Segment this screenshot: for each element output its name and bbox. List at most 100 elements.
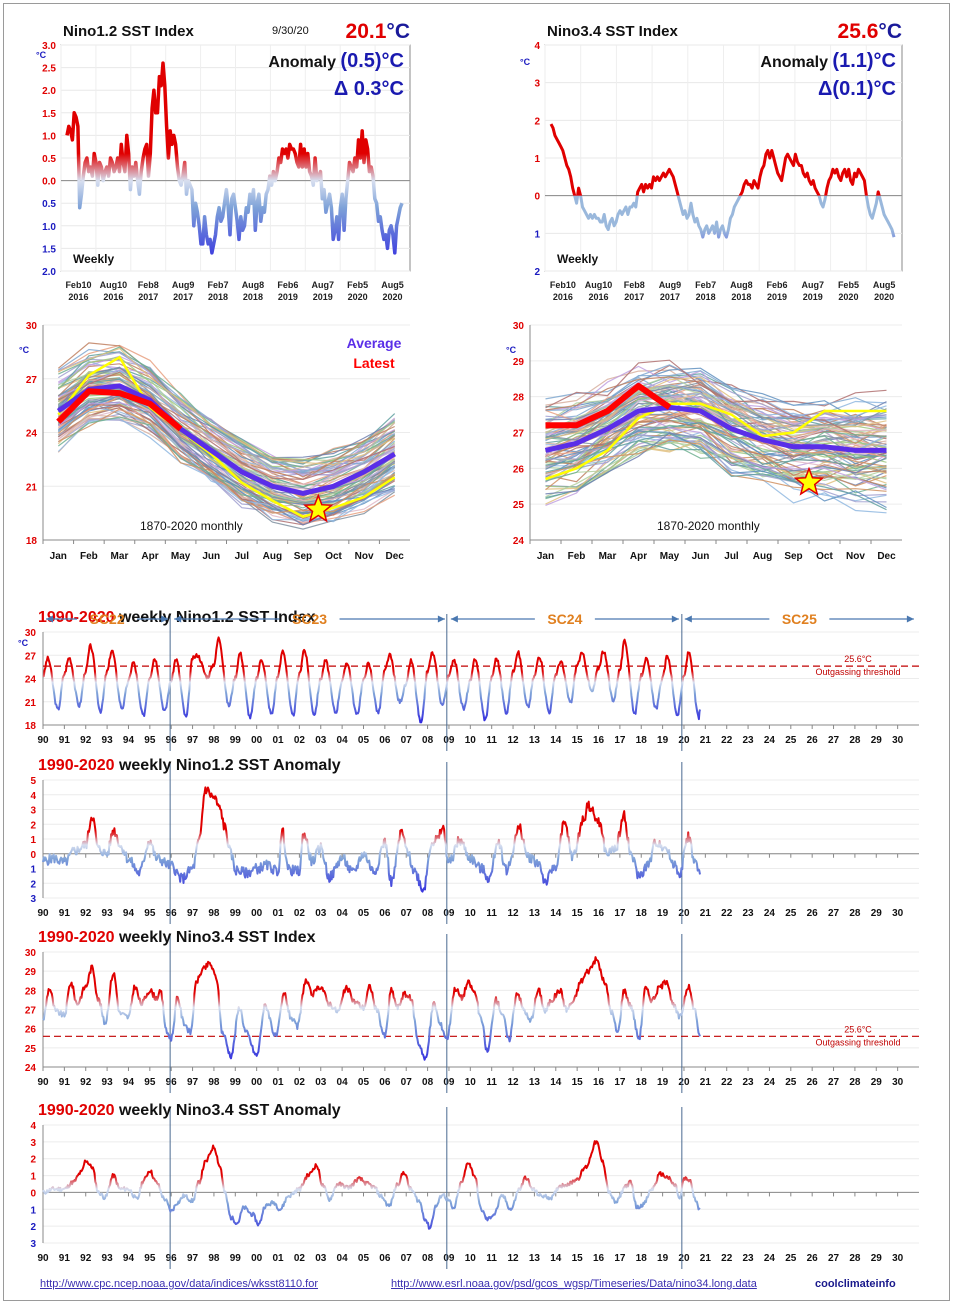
x-tick-label: 14 — [550, 908, 562, 919]
y-tick-label: 30 — [26, 321, 38, 332]
x-tick-label: 29 — [871, 1077, 883, 1088]
x-tick-label: Aug10 — [100, 280, 128, 290]
y-tick-label: 3.0 — [42, 41, 56, 52]
y-tick-label: 30 — [513, 321, 525, 332]
x-tick-label: 94 — [123, 1253, 135, 1264]
y-tick-label: 3 — [30, 1239, 36, 1250]
y-tick-label: 1.5 — [42, 109, 56, 120]
threshold-label: 25.6°C — [844, 654, 872, 664]
x-tick-label: 90 — [37, 1077, 49, 1088]
x-tick-label: 05 — [358, 1077, 370, 1088]
y-tick-label: 21 — [25, 698, 37, 709]
x-tick-label: 92 — [80, 1253, 92, 1264]
y-tick-label: 1 — [534, 154, 540, 165]
chart-title: 1990-2020 weekly Nino1.2 SST Anomaly — [38, 757, 341, 774]
y-tick-label: 24 — [25, 1063, 37, 1074]
x-tick-label: Feb — [80, 551, 98, 562]
x-tick-label: 90 — [37, 735, 49, 746]
x-tick-label: 04 — [337, 1253, 349, 1264]
historical-year-line — [545, 376, 887, 426]
cycle-arrow-head — [671, 615, 679, 623]
y-tick-label: 3 — [534, 79, 540, 90]
noaa-esrl-link[interactable]: http://www.esrl.noaa.gov/psd/gcos_wgsp/T… — [391, 1278, 757, 1290]
unit-label: °C — [18, 638, 29, 648]
cycle-arrow-head — [161, 615, 169, 623]
y-tick-label: 1.5 — [42, 244, 56, 255]
chart-title: 1990-2020 weekly Nino3.4 SST Index — [38, 929, 316, 946]
x-tick-label: Aug9 — [659, 280, 682, 290]
x-tick-label: 11 — [486, 1077, 497, 1088]
y-tick-label: 2 — [30, 1222, 36, 1233]
y-tick-label: 3 — [30, 806, 36, 817]
brand-label: coolclimateinfo — [815, 1278, 896, 1290]
x-tick-label: Apr — [141, 551, 158, 562]
x-tick-label: 12 — [507, 1077, 519, 1088]
corner-label: Weekly — [73, 252, 114, 266]
x-tick-label: 97 — [187, 1077, 199, 1088]
historical-year-line — [57, 417, 396, 522]
historical-year-line — [545, 411, 887, 474]
x-tick-label: 00 — [251, 908, 263, 919]
nino34_monthly-group: 30 29 28 27 26 25 24 Jan Feb Mar Apr May Jun Jul Aug Se… — [506, 321, 902, 562]
x-tick-label: 97 — [187, 1253, 199, 1264]
x-tick-label: 11 — [486, 1253, 497, 1264]
y-tick-label: 28 — [25, 986, 37, 997]
x-tick-label: Aug — [263, 551, 282, 562]
historical-year-line — [545, 439, 887, 492]
x-tick-label: Nov — [846, 551, 865, 562]
y-tick-label: 0.0 — [42, 177, 56, 188]
x-tick-label: 05 — [358, 908, 370, 919]
x-tick-label: 2018 — [208, 292, 228, 302]
x-tick-label: 18 — [636, 908, 648, 919]
x-tick-label: Oct — [325, 551, 342, 562]
prior-year-line — [57, 355, 396, 519]
x-tick-label: 91 — [59, 908, 71, 919]
x-tick-label: 19 — [657, 1077, 669, 1088]
x-tick-label: Feb8 — [138, 280, 159, 290]
x-tick-label: 10 — [465, 908, 477, 919]
y-tick-label: 2.5 — [42, 64, 56, 75]
x-tick-label: 01 — [272, 735, 284, 746]
x-tick-label: 2018 — [243, 292, 263, 302]
noaa-cpc-link[interactable]: http://www.cpc.ncep.noaa.gov/data/indice… — [40, 1278, 319, 1290]
x-tick-label: 03 — [315, 735, 327, 746]
cycle-arrow-head — [437, 615, 445, 623]
x-tick-label: 93 — [102, 1253, 114, 1264]
x-tick-label: 14 — [550, 1077, 562, 1088]
y-tick-label: 2 — [30, 1155, 36, 1166]
x-tick-label: 2018 — [696, 292, 716, 302]
x-tick-label: 99 — [230, 1253, 242, 1264]
historical-year-line — [545, 413, 887, 476]
chart-title: 1990-2020 weekly Nino1.2 SST Index — [38, 609, 316, 626]
x-tick-label: Sep — [784, 551, 802, 562]
series-line — [42, 956, 701, 1061]
x-tick-label: Feb10 — [65, 280, 91, 290]
y-tick-label: 2 — [534, 116, 540, 127]
x-tick-label: 2016 — [553, 292, 573, 302]
x-tick-label: Oct — [816, 551, 833, 562]
x-tick-label: Aug5 — [381, 280, 404, 290]
historical-year-line — [57, 342, 396, 478]
y-tick-label: 24 — [513, 536, 525, 547]
corner-label: Weekly — [557, 252, 598, 266]
x-tick-label: 00 — [251, 735, 263, 746]
historical-year-line — [545, 398, 887, 450]
x-tick-label: 10 — [465, 1077, 477, 1088]
x-tick-label: 18 — [636, 1077, 648, 1088]
y-tick-label: 4 — [534, 41, 540, 52]
x-tick-label: 19 — [657, 1253, 669, 1264]
x-tick-label: 09 — [443, 735, 455, 746]
historical-year-line — [545, 384, 887, 438]
x-tick-label: 16 — [593, 735, 605, 746]
x-tick-label: 10 — [465, 735, 477, 746]
y-tick-label: 1 — [534, 229, 540, 240]
x-tick-label: 27 — [828, 735, 840, 746]
y-tick-label: 29 — [25, 967, 37, 978]
x-tick-label: 13 — [529, 735, 541, 746]
x-tick-label: 96 — [166, 1077, 178, 1088]
y-tick-label: 3 — [30, 894, 36, 905]
x-tick-label: Aug8 — [730, 280, 753, 290]
historical-year-line — [58, 408, 396, 514]
